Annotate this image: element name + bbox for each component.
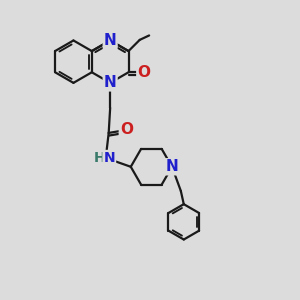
Text: H: H bbox=[94, 151, 105, 165]
Text: N: N bbox=[103, 151, 115, 165]
Text: N: N bbox=[104, 75, 116, 90]
Text: O: O bbox=[120, 122, 133, 137]
Text: N: N bbox=[104, 33, 116, 48]
Text: O: O bbox=[137, 65, 150, 80]
Text: N: N bbox=[166, 159, 178, 174]
